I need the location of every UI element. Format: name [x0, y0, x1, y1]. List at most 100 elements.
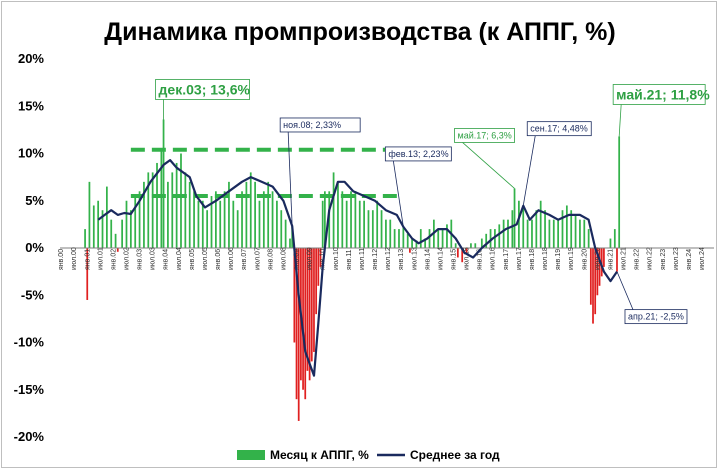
bar [441, 229, 444, 248]
annotation-leader [462, 142, 515, 189]
legend-swatch-bars [237, 450, 265, 460]
bar [539, 200, 542, 248]
annotation-label: сен.17; 4,48% [530, 124, 588, 134]
annotation: май.17; 6,3% [454, 128, 515, 189]
bar [201, 200, 204, 248]
annotation: май.21; 11,8% [612, 84, 710, 137]
y-tick-label: -5% [21, 287, 45, 302]
bar [167, 181, 169, 248]
annotation-leader [392, 160, 404, 227]
x-tick-label: июл.21 [621, 247, 628, 270]
bar [184, 172, 187, 248]
bar [319, 248, 322, 267]
x-tick-label: июл.22 [647, 247, 654, 270]
annotation-label: май.21; 11,8% [616, 86, 710, 102]
bar [609, 238, 612, 248]
bar [210, 196, 213, 248]
bar [557, 219, 560, 248]
y-tick-label: 15% [18, 98, 44, 113]
bar [245, 181, 248, 248]
bar [110, 219, 113, 248]
x-tick-label: июл.09 [307, 247, 314, 270]
bar [354, 191, 357, 248]
bar [428, 229, 431, 248]
bar [363, 200, 365, 248]
bar [321, 200, 324, 248]
bar [289, 238, 291, 248]
legend-label-bars: Месяц к АППГ, % [270, 448, 369, 462]
bar [306, 248, 309, 371]
bar [328, 191, 331, 248]
x-tick-label: июл.02 [123, 247, 130, 270]
annotation-leader [618, 104, 622, 137]
x-tick-label: июл.20 [594, 247, 601, 270]
annotations: дек.03; 13,6% ноя.08; 2,33% фев.13; 2,23% м… [155, 79, 710, 325]
annotation: сен.17; 4,48% [522, 121, 592, 206]
bar [552, 219, 555, 248]
bar [315, 248, 318, 315]
bar [121, 219, 124, 248]
bar [297, 248, 300, 421]
x-tick-label: июл.06 [228, 247, 235, 270]
bar [446, 224, 448, 248]
annotation-label: фев.13; 2,23% [388, 149, 448, 159]
bar [494, 229, 496, 248]
x-tick-label: июл.10 [333, 247, 340, 270]
bar [465, 248, 468, 253]
x-tick-label: июл.11 [359, 248, 366, 270]
bar [295, 248, 298, 400]
y-tick-label: -20% [14, 429, 45, 444]
x-tick-label: янв.11 [346, 249, 353, 270]
bar [175, 162, 178, 248]
annotation-leader [287, 131, 293, 226]
x-tick-label: янв.19 [555, 249, 562, 270]
bar [101, 210, 104, 248]
bar [419, 229, 422, 248]
y-tick-label: 0% [25, 240, 44, 255]
bar [411, 238, 413, 248]
x-tick-label: янв.24 [686, 249, 693, 270]
bar [398, 229, 400, 248]
bar [474, 243, 477, 248]
bar [489, 229, 492, 248]
annotation-box [624, 309, 688, 325]
x-tick-label: июл.19 [568, 247, 575, 270]
annotation-box [526, 121, 592, 137]
bar [526, 219, 529, 248]
bar [415, 240, 418, 248]
bar [84, 229, 86, 248]
x-tick-label: июл.00 [71, 247, 78, 270]
bar [561, 210, 564, 248]
bar [598, 248, 601, 286]
x-tick-label: янв.06 [215, 249, 222, 270]
bar [367, 210, 370, 248]
x-tick-label: янв.18 [529, 249, 536, 270]
x-tick-label: янв.22 [634, 249, 641, 270]
y-tick-label: -10% [14, 335, 45, 350]
bar [302, 248, 304, 390]
x-tick-label: июл.08 [280, 247, 287, 270]
bar [358, 200, 361, 248]
bar [151, 172, 154, 248]
bar [214, 191, 217, 248]
bar [350, 191, 352, 248]
x-tick-label: янв.09 [294, 249, 301, 270]
bar [105, 186, 108, 248]
x-tick-label: июл.15 [464, 247, 471, 270]
bar [603, 248, 605, 267]
x-tick-label: янв.23 [660, 249, 667, 270]
annotation: апр.21; -2,5% [616, 271, 688, 325]
x-tick-label: янв.21 [607, 249, 614, 270]
annotation-box [612, 84, 706, 105]
annotation-box [384, 146, 452, 162]
bar [406, 233, 409, 248]
bar [594, 248, 597, 315]
bar [206, 210, 209, 248]
bar [579, 219, 581, 248]
bar [371, 210, 374, 248]
bar [518, 200, 520, 248]
x-tick-label: июл.24 [699, 247, 706, 270]
bar [507, 219, 509, 248]
